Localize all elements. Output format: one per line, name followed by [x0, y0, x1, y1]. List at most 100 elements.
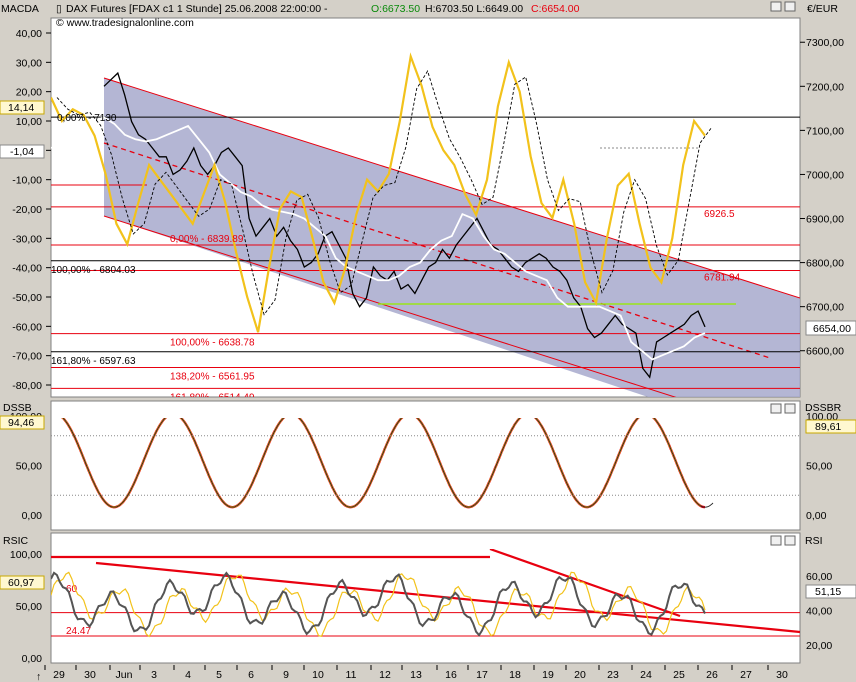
- macd-signal-line: [56, 70, 712, 316]
- close-icon[interactable]: [784, 403, 796, 414]
- fib-level-label: 161,80% - 6597.63: [51, 356, 136, 367]
- x-tick-label: 19: [542, 669, 554, 681]
- x-tick-label: 27: [740, 669, 752, 681]
- minimize-icon[interactable]: [770, 403, 782, 414]
- y-tick-label: 100,00: [10, 549, 42, 561]
- fib-level-label: 0,00% - 6839.89: [170, 234, 244, 245]
- y-tick-label: 7100,00: [806, 125, 844, 137]
- fib-level-label: 6926.5: [704, 209, 735, 220]
- open-value: O:6673.50: [371, 3, 420, 15]
- fib-level-label: 100,00% - 6638.78: [170, 338, 255, 349]
- x-tick-label: 10: [312, 669, 324, 681]
- dssb-value: 94,46: [8, 417, 34, 429]
- y-tick-label: -20,00: [12, 204, 42, 216]
- dssbr-value: 89,61: [815, 421, 841, 433]
- x-tick-label: 9: [283, 669, 289, 681]
- x-tick-label: 16: [445, 669, 457, 681]
- rsic-label: RSIC: [3, 535, 29, 547]
- y-tick-label: 6800,00: [806, 258, 844, 270]
- fib-level-label: 161,80% - 6514.49: [170, 392, 255, 403]
- rsi-level-label: 24.47: [66, 626, 91, 637]
- x-tick-label: 5: [216, 669, 222, 681]
- y-tick-label: -70,00: [12, 351, 42, 363]
- scroll-arrow-icon: ↑: [36, 671, 41, 682]
- y-tick-label: 7300,00: [806, 37, 844, 49]
- y-tick-label: 0,00: [806, 510, 827, 522]
- y-tick-label: 40,00: [806, 606, 832, 618]
- x-tick-label: 12: [379, 669, 391, 681]
- indicator-label-macda: MACDA: [1, 3, 39, 15]
- y-tick-label: 0,00: [22, 653, 43, 665]
- x-tick-label: 25: [673, 669, 685, 681]
- x-tick-label: 24: [640, 669, 652, 681]
- x-tick-label: 23: [607, 669, 619, 681]
- x-tick-label: 6: [248, 669, 254, 681]
- x-tick-label: 29: [53, 669, 65, 681]
- last-price-value: 6654,00: [813, 323, 851, 335]
- x-tick-label: 30: [84, 669, 96, 681]
- trend-channel: [104, 78, 800, 397]
- dssb-signal-line: [62, 418, 714, 508]
- y-tick-label: -80,00: [12, 380, 42, 392]
- rsi-line: [51, 571, 706, 638]
- fib-level-label: 6781.94: [704, 273, 741, 284]
- y-tick-label: 20,00: [16, 87, 42, 99]
- high-low-values: H:6703.50 L:6649.00: [425, 3, 523, 15]
- y-tick-label: -10,00: [12, 175, 42, 187]
- x-tick-label: Jun: [116, 669, 133, 681]
- window-buttons[interactable]: [770, 1, 796, 546]
- close-icon[interactable]: [784, 1, 796, 12]
- close-icon[interactable]: [784, 535, 796, 546]
- macd-value: 14,14: [8, 102, 34, 114]
- y-tick-label: 10,00: [16, 116, 42, 128]
- close-value: C:6654.00: [531, 3, 580, 15]
- rsi-level-label: 60: [66, 584, 78, 595]
- minimize-icon[interactable]: [770, 1, 782, 12]
- y-tick-label: 40,00: [16, 28, 42, 40]
- y-tick-label: 0,00: [22, 510, 43, 522]
- y-tick-label: 50,00: [806, 461, 832, 473]
- x-tick-label: 17: [476, 669, 488, 681]
- price-series-line: [103, 71, 706, 379]
- y-tick-label: 6600,00: [806, 346, 844, 358]
- rsic-line: [51, 571, 706, 637]
- x-tick-label: 26: [706, 669, 718, 681]
- channel-upper-line: [103, 77, 800, 299]
- copyright-text: © www.tradesignalonline.com: [56, 17, 194, 29]
- currency-label: €/EUR: [807, 3, 838, 15]
- x-tick-label: 30: [776, 669, 788, 681]
- y-tick-label: 50,00: [16, 461, 42, 473]
- fib-level-label: 100,00% - 6804.03: [51, 265, 136, 276]
- y-tick-label: 50,00: [16, 601, 42, 613]
- moving-average-line: [51, 116, 706, 361]
- dssb-panel[interactable]: [50, 400, 801, 531]
- rsi-label: RSI: [805, 535, 823, 547]
- y-tick-label: -50,00: [12, 292, 42, 304]
- y-tick-label: 7000,00: [806, 169, 844, 181]
- x-tick-label: 18: [509, 669, 521, 681]
- rsic-value: 60,97: [8, 577, 34, 589]
- y-tick-label: 7200,00: [806, 81, 844, 93]
- minimize-icon[interactable]: [770, 535, 782, 546]
- y-tick-label: -30,00: [12, 233, 42, 245]
- x-tick-label: 11: [346, 669, 357, 681]
- rsi-panel[interactable]: [50, 532, 801, 664]
- symbol-text: DAX Futures [FDAX c1 1 Stunde] 25.06.200…: [66, 3, 328, 15]
- instrument-icon: ▯: [56, 3, 62, 15]
- value-boxes: 14,14 -1,04 6654,00 94,46 89,61 60,97 51…: [0, 100, 856, 599]
- x-tick-label: 13: [410, 669, 422, 681]
- channel-lower-line: [103, 215, 677, 397]
- y-tick-label: 6700,00: [806, 302, 844, 314]
- rsi-trend-line: [489, 549, 681, 618]
- y-tick-label: 60,00: [806, 571, 832, 583]
- dssbr-label: DSSBR: [805, 402, 842, 414]
- y-tick-label: -60,00: [12, 321, 42, 333]
- signal-value: -1,04: [10, 146, 34, 158]
- y-tick-label: 30,00: [16, 57, 42, 69]
- x-tick-label: 3: [151, 669, 157, 681]
- fib-level-label: 138,20% - 6561.95: [170, 371, 255, 382]
- x-tick-label: 20: [574, 669, 586, 681]
- y-tick-label: 6900,00: [806, 214, 844, 226]
- y-tick-label: 20,00: [806, 640, 832, 652]
